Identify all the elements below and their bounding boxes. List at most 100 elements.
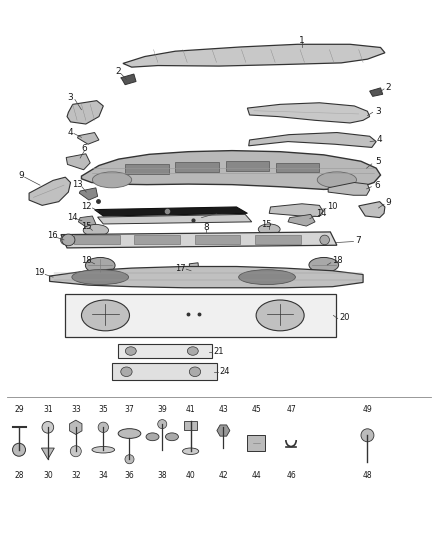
Bar	[175, 163, 219, 172]
Text: 47: 47	[286, 405, 296, 414]
Text: 6: 6	[374, 181, 380, 190]
Text: 21: 21	[214, 346, 224, 356]
Ellipse shape	[183, 448, 199, 455]
Text: 32: 32	[71, 471, 81, 480]
Bar	[226, 161, 269, 171]
Polygon shape	[70, 420, 82, 434]
Text: 14: 14	[67, 213, 78, 222]
Circle shape	[361, 429, 374, 442]
Text: 41: 41	[186, 405, 195, 414]
Polygon shape	[247, 435, 265, 451]
Text: 3: 3	[375, 107, 381, 116]
Polygon shape	[81, 151, 381, 189]
Circle shape	[98, 422, 109, 432]
Text: 6: 6	[81, 144, 88, 153]
Text: 49: 49	[363, 405, 372, 414]
Text: 4: 4	[377, 135, 383, 144]
Text: 5: 5	[375, 157, 381, 166]
Ellipse shape	[62, 234, 75, 246]
Text: 7: 7	[355, 237, 361, 246]
Ellipse shape	[60, 235, 70, 245]
Text: 8: 8	[203, 223, 209, 232]
Text: 9: 9	[19, 171, 25, 180]
Text: 24: 24	[219, 367, 230, 376]
Text: 33: 33	[71, 405, 81, 414]
Text: 12: 12	[81, 202, 92, 211]
Bar	[134, 235, 180, 244]
Bar	[255, 235, 300, 244]
Text: 15: 15	[261, 220, 272, 229]
Text: 20: 20	[339, 312, 350, 321]
Ellipse shape	[121, 367, 132, 376]
Text: 35: 35	[99, 405, 108, 414]
Ellipse shape	[83, 224, 109, 236]
Polygon shape	[247, 103, 370, 123]
Polygon shape	[359, 201, 385, 217]
Polygon shape	[67, 101, 103, 124]
Text: 16: 16	[47, 231, 57, 240]
Ellipse shape	[166, 433, 178, 441]
Ellipse shape	[187, 347, 198, 356]
Text: 18: 18	[332, 256, 342, 265]
Polygon shape	[249, 133, 376, 148]
Bar	[276, 163, 319, 172]
Text: 45: 45	[251, 405, 261, 414]
Text: 14: 14	[316, 209, 326, 219]
Circle shape	[158, 419, 167, 429]
Polygon shape	[328, 182, 370, 195]
Polygon shape	[61, 232, 337, 248]
Ellipse shape	[85, 257, 115, 273]
Polygon shape	[269, 204, 323, 216]
Text: 42: 42	[219, 471, 228, 480]
Text: 13: 13	[72, 180, 83, 189]
Text: 19: 19	[34, 269, 44, 277]
Circle shape	[70, 446, 81, 457]
Polygon shape	[217, 425, 230, 436]
Text: 43: 43	[219, 405, 228, 414]
Polygon shape	[288, 214, 315, 226]
Text: 48: 48	[363, 471, 372, 480]
Text: 10: 10	[327, 203, 338, 212]
Circle shape	[13, 443, 25, 456]
Text: 15: 15	[81, 222, 92, 231]
Text: 37: 37	[125, 405, 134, 414]
Polygon shape	[66, 154, 90, 169]
Bar	[125, 165, 169, 174]
Ellipse shape	[239, 270, 295, 285]
Ellipse shape	[118, 429, 141, 439]
Bar	[118, 344, 212, 359]
Text: 36: 36	[125, 471, 134, 480]
Circle shape	[42, 422, 54, 433]
Polygon shape	[41, 448, 54, 459]
Polygon shape	[29, 177, 71, 205]
Text: 3: 3	[68, 93, 74, 102]
Polygon shape	[78, 216, 96, 228]
Bar	[112, 364, 217, 380]
Polygon shape	[184, 421, 197, 431]
Text: 18: 18	[81, 256, 92, 264]
Text: 17: 17	[175, 264, 186, 272]
Bar	[74, 235, 120, 244]
Ellipse shape	[92, 447, 115, 453]
Polygon shape	[123, 44, 385, 67]
Ellipse shape	[189, 367, 201, 376]
Text: 11: 11	[212, 207, 222, 216]
Polygon shape	[49, 266, 363, 288]
Ellipse shape	[125, 347, 136, 356]
Ellipse shape	[258, 224, 280, 235]
Ellipse shape	[309, 257, 339, 272]
Ellipse shape	[72, 270, 129, 285]
Text: 2: 2	[116, 68, 121, 76]
Polygon shape	[78, 133, 99, 144]
Ellipse shape	[320, 235, 329, 245]
Text: 38: 38	[157, 471, 167, 480]
Polygon shape	[189, 263, 199, 278]
Text: 30: 30	[43, 471, 53, 480]
Text: 2: 2	[385, 83, 391, 92]
Ellipse shape	[256, 300, 304, 331]
Text: 46: 46	[286, 471, 296, 480]
Polygon shape	[98, 214, 252, 224]
Ellipse shape	[146, 433, 159, 441]
Text: 40: 40	[186, 471, 195, 480]
Polygon shape	[95, 207, 247, 216]
